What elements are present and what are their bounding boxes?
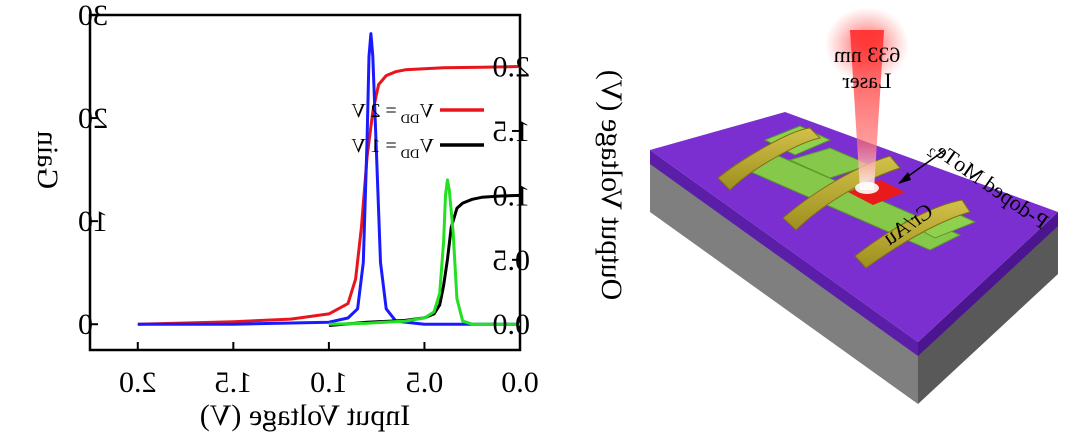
y-right-tick-label: 1.0 [493,179,531,212]
legend-label-vdd-1v: VDD= 1 V [351,135,434,161]
axis-ticks [90,14,521,350]
plot-frame [88,13,522,352]
x-tick-label: 1.5 [215,366,253,399]
device-illustration: 633 nm Laser P-doped MoTe₂ Cr/Au [650,7,1058,404]
laser-label-wavelength: 633 nm [834,42,901,67]
legend-label-vdd-2v: VDD= 2 V [351,100,434,126]
y-right-tick-label: 1.5 [493,115,531,148]
laser-label: Laser [842,68,892,93]
series-line-0 [137,65,521,326]
y-right-tick-label: 2.0 [493,51,531,84]
legend-entry-vdd-1v: VDD= 1 V [351,135,484,161]
doped-region [848,180,905,205]
y-left-tick-label: 30 [78,0,108,32]
x-tick-label: 1.0 [310,366,348,399]
legend-entry-vdd-2v: VDD= 2 V [351,100,484,126]
tick-labels: 0.0 0.5 1.0 1.5 2.0 0 10 20 30 0.0 0.5 1.0 1.5 2.0 [78,0,539,399]
contact-electrode-left [717,127,822,191]
y-right-tick-label: 0.5 [493,244,531,277]
right-axis-title: Output Voltage (V) [595,70,628,301]
material-pointer-arrowhead [898,172,911,184]
substrate-right-face [918,224,1058,404]
legend: VDD= 2 V VDD= 1 V [351,100,484,161]
x-tick-label: 2.0 [119,366,157,399]
series-line-1 [137,32,520,326]
y-right-tick-label: 0.0 [493,308,531,341]
x-tick-label: 0.0 [501,366,539,399]
transfer-curve-chart: 0.0 0.5 1.0 1.5 2.0 0 10 20 30 0.0 0.5 1.0 1.5 2.0 In… [31,0,628,432]
substrate-purple-right [918,212,1058,356]
x-tick-label: 0.5 [406,366,444,399]
series-line-3 [328,178,520,326]
x-axis-title: Input Voltage (V) [200,399,411,432]
series-layer [137,32,521,327]
y-left-tick-label: 0 [78,308,93,341]
substrate-front-face [650,162,918,404]
y-left-tick-label: 10 [78,205,108,238]
contact-electrode-right [854,199,971,269]
laser-spot [855,182,879,194]
left-axis-title: Gain [31,131,64,189]
substrate-purple-front [650,150,918,356]
laser-beam [850,30,884,190]
y-left-tick-label: 20 [78,102,108,135]
